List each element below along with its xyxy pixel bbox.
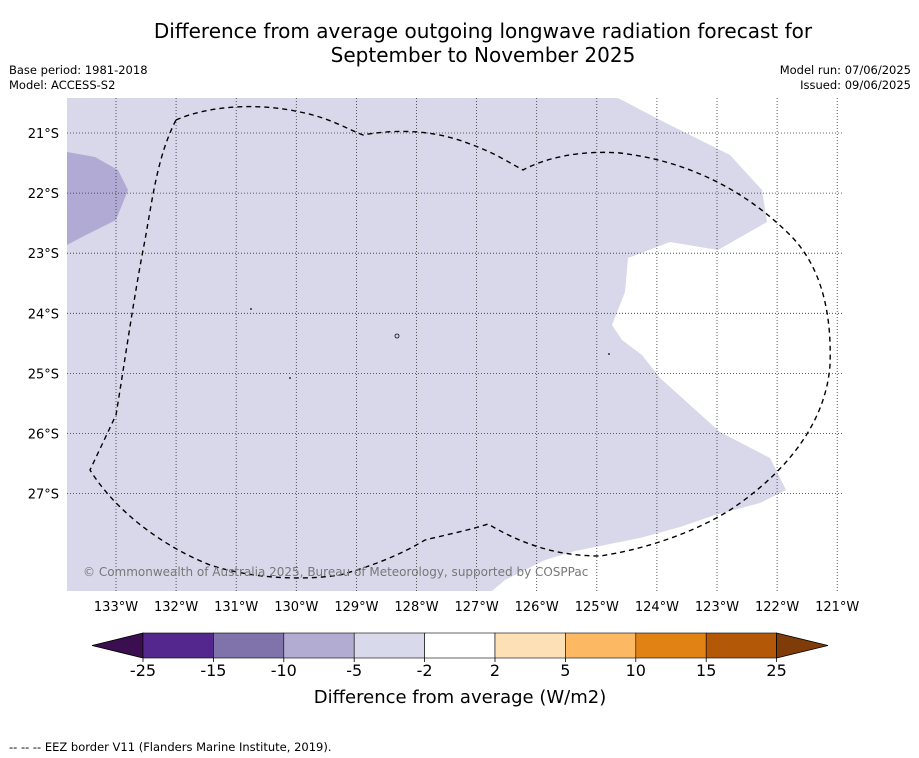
eez-footnote: -- -- -- EEZ border V11 (Flanders Marine…: [9, 740, 332, 754]
latitude-labels: 21°S 22°S 23°S 24°S 25°S 26°S 27°S: [28, 127, 59, 503]
colorbar-segment: [283, 632, 355, 659]
lon-label: 131°W: [214, 600, 258, 615]
lon-label: 125°W: [575, 600, 619, 615]
colorbar-tick-label: 15: [696, 661, 716, 680]
lon-label: 123°W: [695, 600, 739, 615]
colorbar-tick-label: -5: [346, 661, 362, 680]
colorbar-segment: [705, 632, 777, 659]
colorbar-extend-high: [776, 632, 829, 659]
colorbar-tick-label: 10: [626, 661, 646, 680]
colorbar-tick-label: 2: [490, 661, 500, 680]
lon-label: 127°W: [455, 600, 499, 615]
copyright-notice: © Commonwealth of Australia 2025, Bureau…: [83, 565, 589, 579]
colorbar-tick-label: -2: [417, 661, 433, 680]
issued-date: Issued: 09/06/2025: [800, 78, 911, 92]
meta-left: Base period: 1981-2018 Model: ACCESS-S2: [9, 63, 148, 93]
lon-label: 133°W: [94, 600, 138, 615]
lon-label: 129°W: [334, 600, 378, 615]
lat-label: 25°S: [28, 367, 59, 382]
gridlines: [67, 98, 843, 591]
colorbar-title: Difference from average (W/m2): [314, 687, 606, 708]
meta-right: Model run: 07/06/2025 Issued: 09/06/2025: [780, 63, 911, 93]
colorbar-tick-label: -15: [200, 661, 226, 680]
anomaly-region-dark: [67, 152, 128, 245]
lon-label: 130°W: [274, 600, 318, 615]
colorbar: [91, 632, 829, 659]
colorbar-tick-label: -10: [271, 661, 297, 680]
lat-label: 26°S: [28, 428, 59, 443]
lon-label: 122°W: [755, 600, 799, 615]
lat-label: 27°S: [28, 488, 59, 503]
lat-label: 21°S: [28, 127, 59, 142]
eez-border: [89, 105, 831, 579]
colorbar-segment: [494, 632, 566, 659]
colorbar-extend-low: [91, 632, 144, 659]
lon-label: 124°W: [635, 600, 679, 615]
colorbar-tick-label: -25: [130, 661, 156, 680]
island-marker: [250, 308, 252, 310]
colorbar-segment: [635, 632, 707, 659]
lat-label: 24°S: [28, 307, 59, 322]
colorbar-segment: [213, 632, 285, 659]
lon-label: 132°W: [154, 600, 198, 615]
island-marker: [608, 353, 610, 355]
title-line-2: September to November 2025: [330, 43, 636, 67]
colorbar-ticks: -25 -15 -10 -5 -2 2 5 10 15 25: [130, 658, 787, 680]
longitude-labels: 133°W 132°W 131°W 130°W 129°W 128°W 127°W 126°W…: [94, 600, 860, 615]
lon-label: 128°W: [394, 600, 438, 615]
base-period: Base period: 1981-2018: [9, 63, 148, 77]
map-area: [67, 98, 843, 591]
island-marker: [394, 333, 400, 339]
chart-title: Difference from average outgoing longwav…: [0, 19, 919, 67]
lon-label: 121°W: [815, 600, 859, 615]
lat-label: 22°S: [28, 187, 59, 202]
model-run: Model run: 07/06/2025: [779, 63, 911, 77]
lat-label: 23°S: [28, 247, 59, 262]
island-marker: [289, 377, 291, 379]
lon-label: 126°W: [515, 600, 559, 615]
anomaly-region-light: [67, 98, 786, 591]
colorbar-tick-label: 25: [766, 661, 786, 680]
colorbar-segment: [424, 632, 496, 659]
colorbar-segment: [353, 632, 425, 659]
colorbar-tick-label: 5: [560, 661, 570, 680]
model-name: Model: ACCESS-S2: [9, 78, 116, 92]
colorbar-segment: [565, 632, 637, 659]
title-line-1: Difference from average outgoing longwav…: [153, 19, 813, 43]
colorbar-segment: [142, 632, 214, 659]
